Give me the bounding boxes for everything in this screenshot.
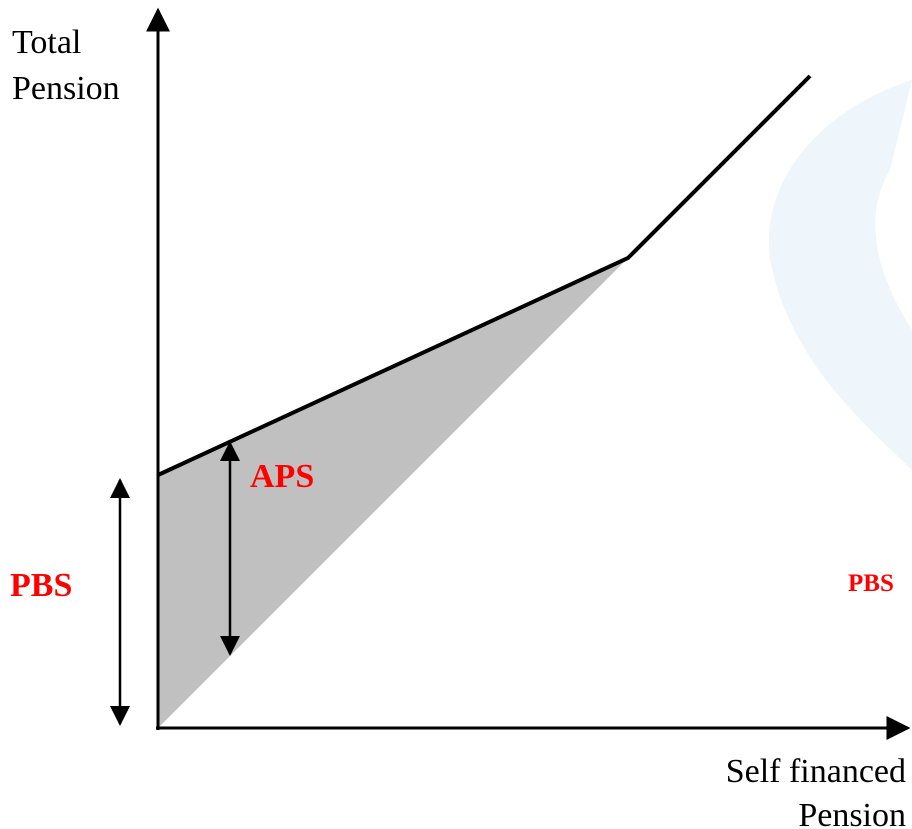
pbs-label: PBS <box>10 567 72 604</box>
pension-line <box>157 74 812 477</box>
y-axis-label: Total <box>12 24 81 61</box>
y-axis-label: Pension <box>12 70 120 107</box>
x-axis-label: Pension <box>798 797 906 829</box>
pbs-label: PBS <box>848 570 894 597</box>
x-axis-label: Self financed <box>726 753 906 790</box>
aps-label: APS <box>250 458 314 495</box>
watermark <box>768 80 912 470</box>
shaded-area <box>158 258 628 728</box>
